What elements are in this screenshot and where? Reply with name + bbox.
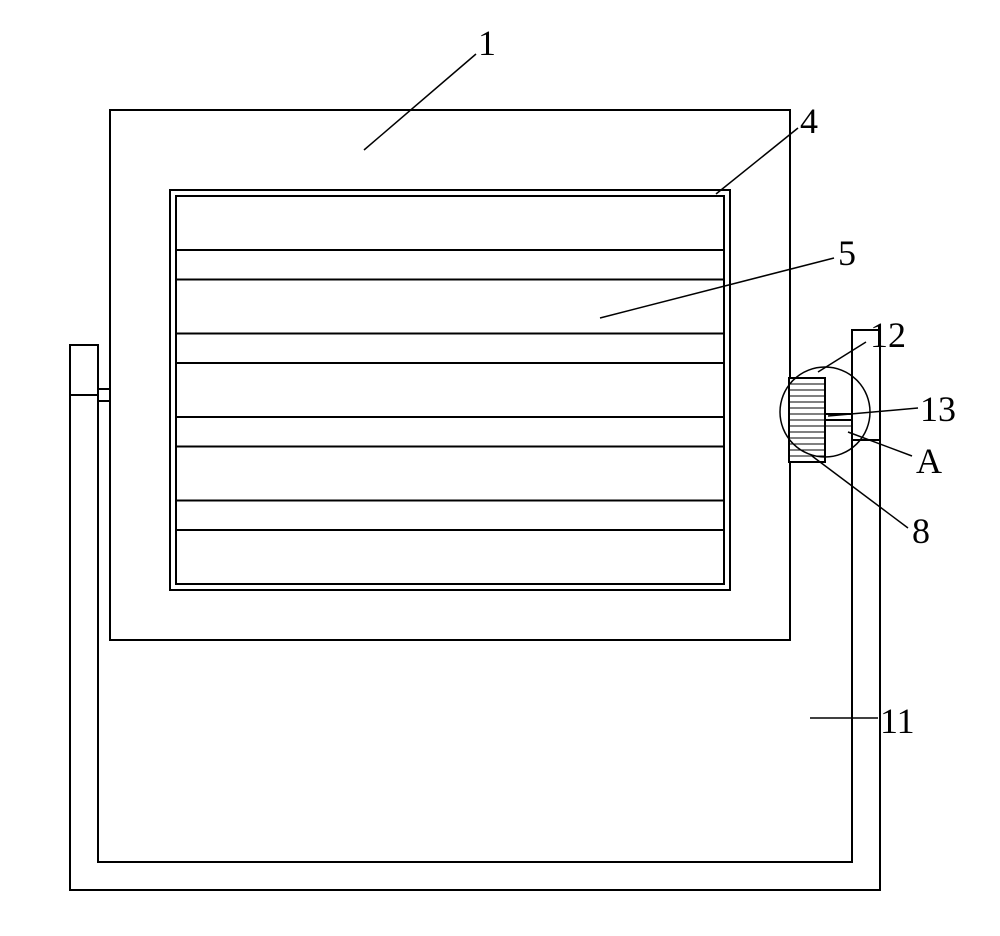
label-5: 5 <box>838 232 856 274</box>
label-A: A <box>916 440 942 482</box>
label-8: 8 <box>912 510 930 552</box>
label-13: 13 <box>920 388 956 430</box>
label-12: 12 <box>870 314 906 356</box>
diagram-svg <box>0 0 1000 936</box>
label-1: 1 <box>478 22 496 64</box>
label-11: 11 <box>880 700 915 742</box>
label-4: 4 <box>800 100 818 142</box>
